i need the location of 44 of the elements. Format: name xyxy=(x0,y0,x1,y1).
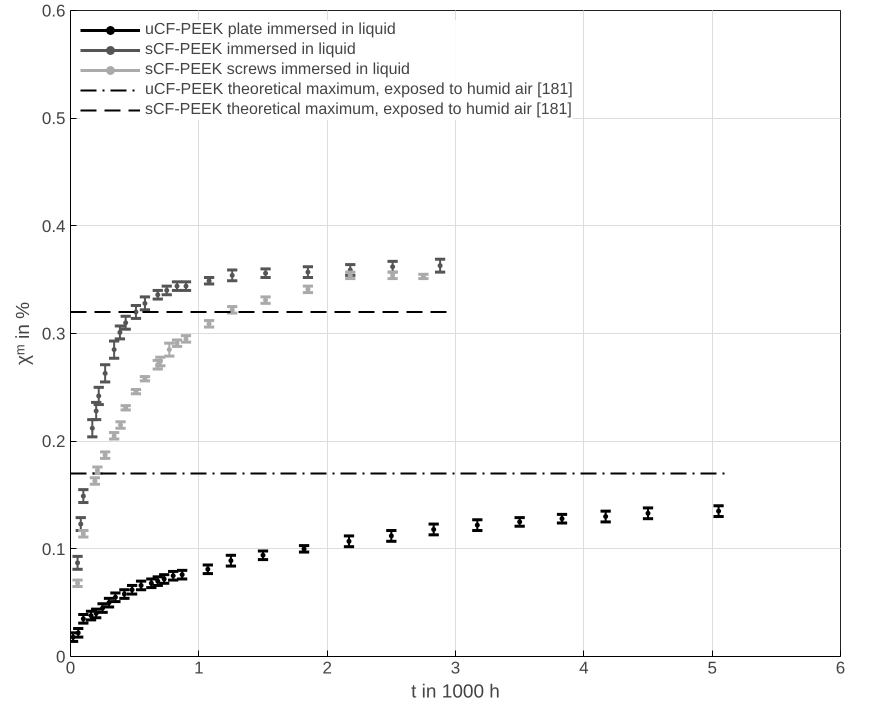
y-tick-label: 0.2 xyxy=(42,432,66,452)
point xyxy=(646,510,650,516)
point xyxy=(388,533,394,538)
point xyxy=(230,272,235,278)
y-tick-label: 0.6 xyxy=(42,2,66,20)
point xyxy=(117,330,122,335)
legend-label: uCF-PEEK theoretical maximum, exposed to humid air [181] xyxy=(145,81,573,99)
point xyxy=(305,270,310,275)
point xyxy=(603,514,608,520)
legend-label: sCF-PEEK theoretical maximum, exposed to humid air [181] xyxy=(145,101,572,119)
point xyxy=(133,309,138,314)
x-tick-label: 1 xyxy=(194,658,204,678)
point xyxy=(142,300,148,306)
y-axis-title: χᵐ in % xyxy=(12,302,34,366)
y-tick-label: 0.5 xyxy=(42,109,66,128)
point xyxy=(431,526,436,532)
y-tick-label: 0.4 xyxy=(42,216,66,236)
point xyxy=(228,558,234,564)
point xyxy=(75,560,80,566)
point xyxy=(94,408,99,414)
legend-label: uCF-PEEK plate immersed in liquid xyxy=(145,21,396,39)
point xyxy=(78,522,84,527)
legend-label: sCF-PEEK screws immersed in liquid xyxy=(145,61,410,79)
point xyxy=(438,263,443,268)
x-tick-label: 4 xyxy=(579,658,589,678)
point xyxy=(90,426,95,431)
point xyxy=(102,370,108,376)
point xyxy=(390,264,396,270)
x-axis-title: t in 1000 h xyxy=(411,682,500,702)
x-tick-label: 5 xyxy=(707,658,717,678)
point xyxy=(474,522,480,528)
point xyxy=(112,347,117,352)
point xyxy=(80,494,86,499)
point xyxy=(166,347,172,352)
point xyxy=(346,538,352,544)
y-tick-label: 0.1 xyxy=(42,540,66,559)
x-tick-label: 2 xyxy=(322,658,332,678)
y-tick-label: 0.3 xyxy=(42,324,66,344)
x-tick-label: 3 xyxy=(450,658,460,678)
point xyxy=(96,393,102,398)
point xyxy=(123,320,128,326)
point xyxy=(716,508,722,514)
x-tick-label: 6 xyxy=(836,658,846,678)
legend-label: sCF-PEEK immersed in liquid xyxy=(145,41,356,59)
